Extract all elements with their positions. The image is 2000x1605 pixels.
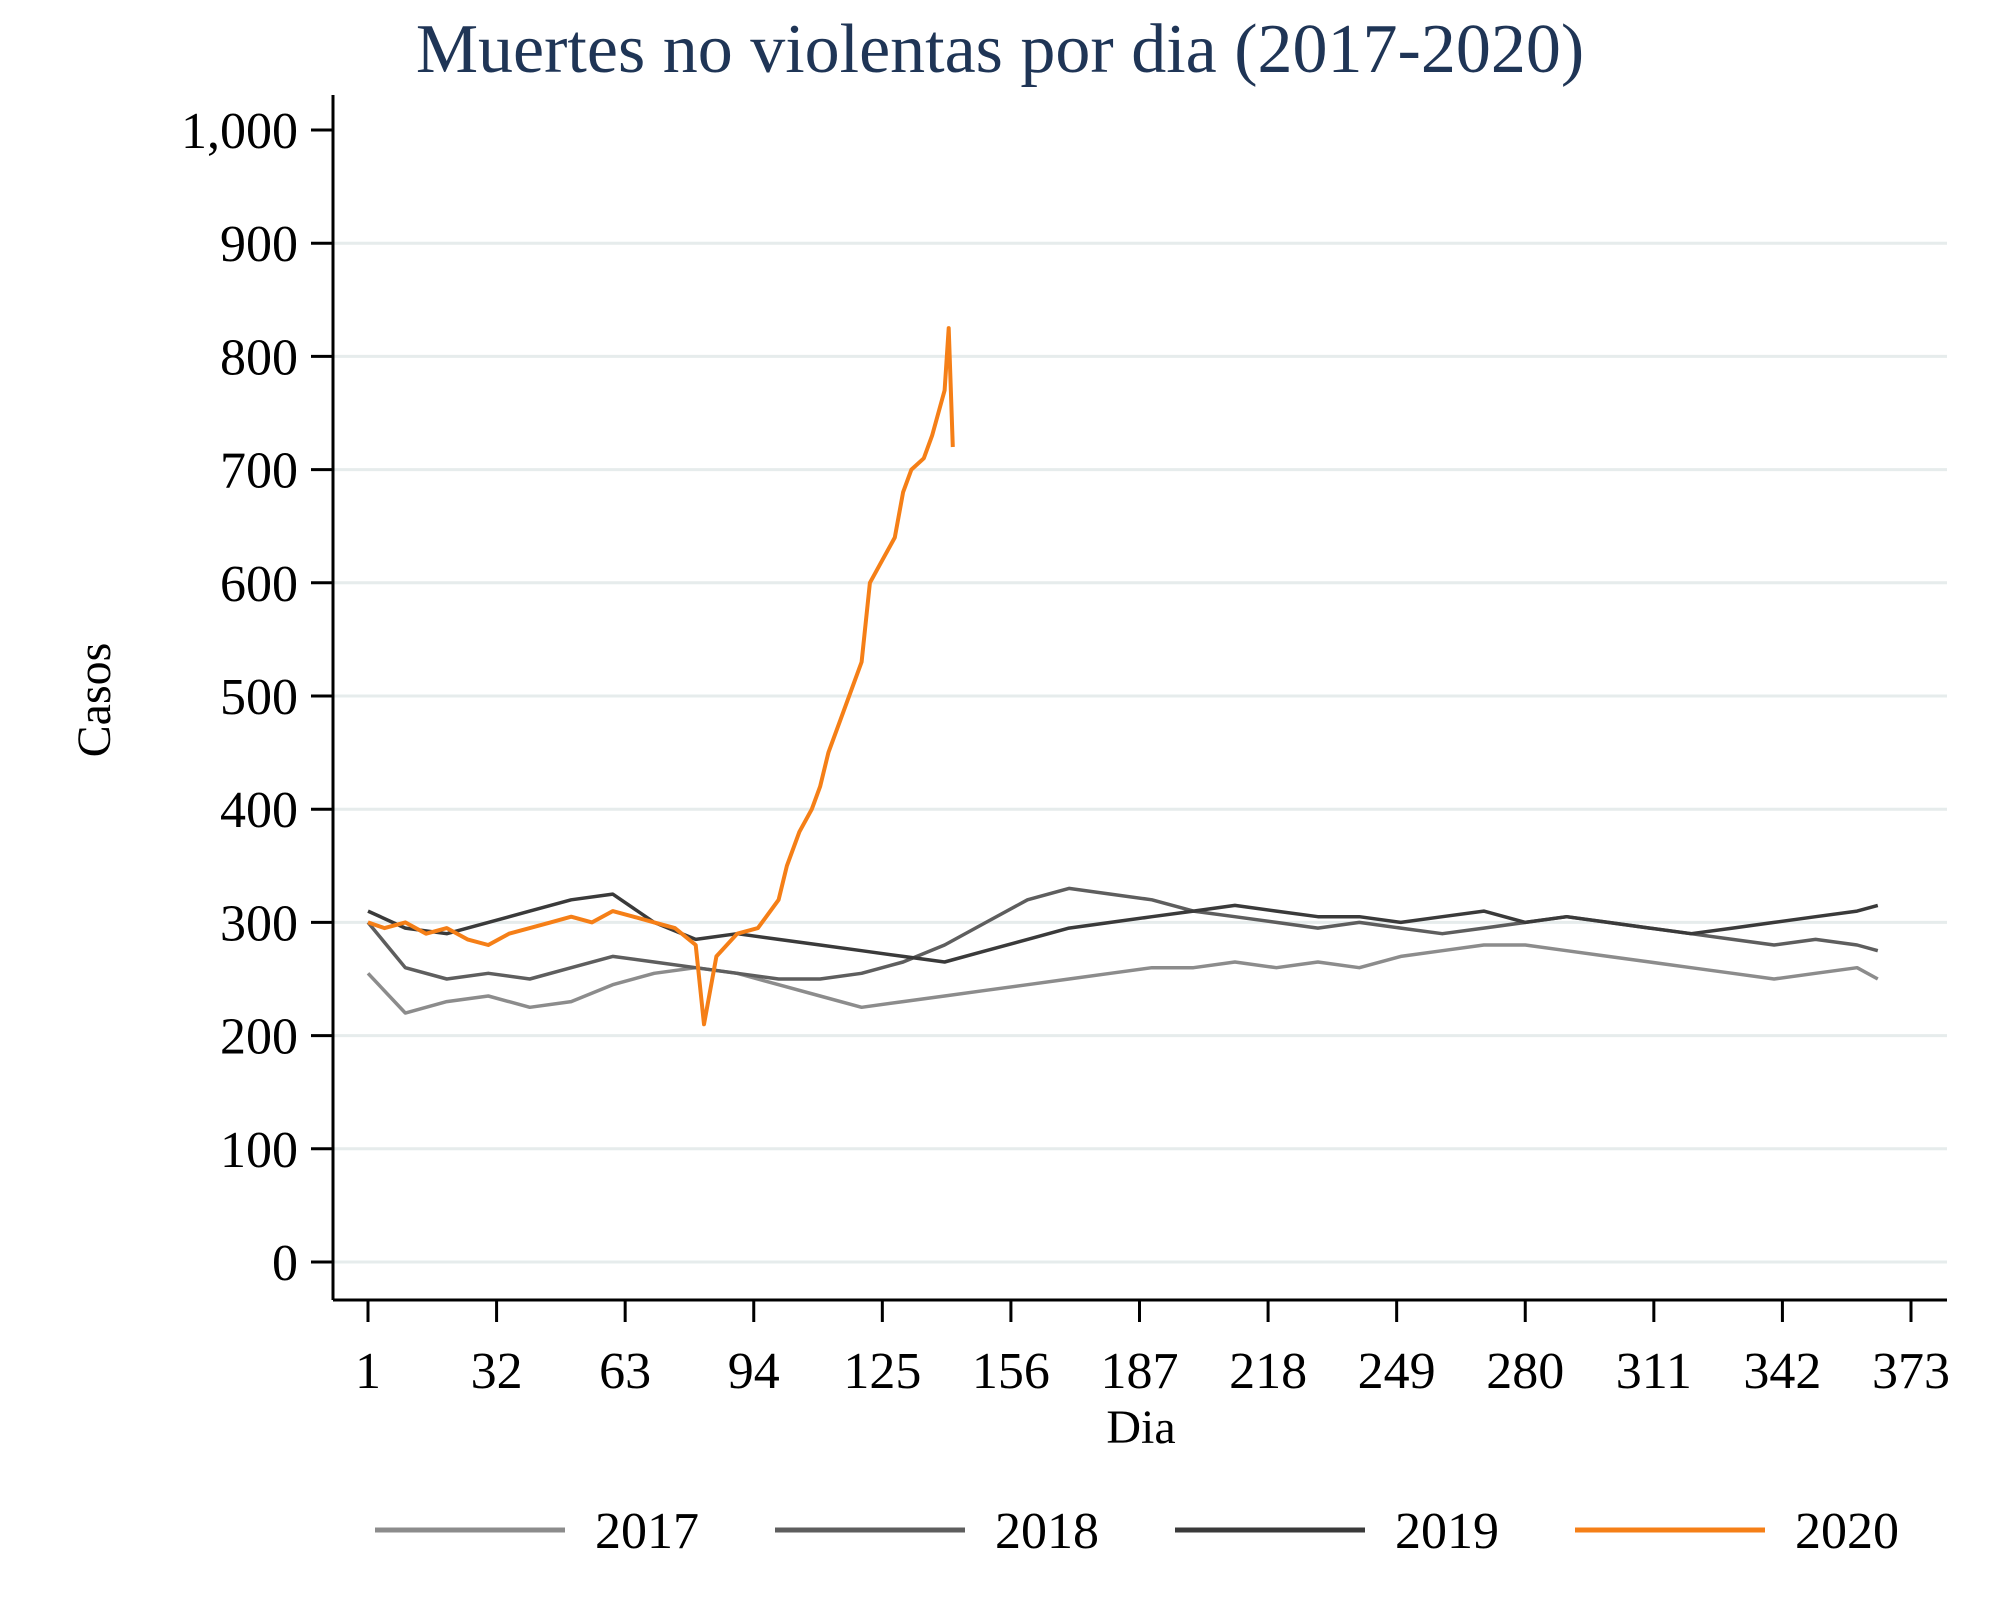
y-tick-label: 300 bbox=[220, 895, 298, 952]
y-tick-label: 200 bbox=[220, 1009, 298, 1066]
x-tick-label: 156 bbox=[972, 1343, 1050, 1400]
x-tick-label: 249 bbox=[1358, 1343, 1436, 1400]
series-lines bbox=[366, 326, 1879, 1027]
y-tick-label: 1,000 bbox=[181, 103, 298, 160]
x-tick-label: 1 bbox=[355, 1343, 381, 1400]
y-tick-label: 700 bbox=[220, 443, 298, 500]
legend-label-2017: 2017 bbox=[595, 1503, 699, 1560]
x-tick-label: 280 bbox=[1486, 1343, 1564, 1400]
x-tick-label: 32 bbox=[471, 1343, 523, 1400]
y-tick-label: 500 bbox=[220, 669, 298, 726]
x-tick-label: 218 bbox=[1229, 1343, 1307, 1400]
x-tick-label: 94 bbox=[728, 1343, 780, 1400]
x-tick-label: 311 bbox=[1616, 1343, 1692, 1400]
y-tick-label: 100 bbox=[220, 1122, 298, 1179]
y-tick-label: 900 bbox=[220, 216, 298, 273]
y-tick-label: 400 bbox=[220, 782, 298, 839]
axes: 0 100 200 300 400 500 600 700 800 900 1,000 1 32 63 94… bbox=[181, 95, 1950, 1400]
y-axis-title: Casos bbox=[68, 643, 121, 758]
series-line-2018 bbox=[366, 886, 1879, 981]
legend-label-2019: 2019 bbox=[1395, 1503, 1499, 1560]
legend-label-2020: 2020 bbox=[1795, 1503, 1899, 1560]
x-tick-label: 125 bbox=[843, 1343, 921, 1400]
y-tick-label: 800 bbox=[220, 329, 298, 386]
x-tick-label: 373 bbox=[1872, 1343, 1950, 1400]
series-line-2019 bbox=[367, 892, 1879, 964]
chart-title: Muertes no violentas por dia (2017-2020) bbox=[416, 11, 1584, 88]
series-line-2020 bbox=[367, 326, 955, 1027]
grid-lines bbox=[333, 241, 1947, 1264]
x-tick-label: 342 bbox=[1743, 1343, 1821, 1400]
legend: 2017 2018 2019 2020 bbox=[375, 1503, 1899, 1560]
y-tick-label: 600 bbox=[220, 556, 298, 613]
series-line-2017 bbox=[366, 943, 1879, 1015]
x-tick-label: 63 bbox=[599, 1343, 651, 1400]
x-axis-title: Dia bbox=[1106, 1401, 1175, 1454]
y-tick-label: 0 bbox=[272, 1235, 298, 1292]
x-tick-label: 187 bbox=[1101, 1343, 1179, 1400]
legend-label-2018: 2018 bbox=[995, 1503, 1099, 1560]
